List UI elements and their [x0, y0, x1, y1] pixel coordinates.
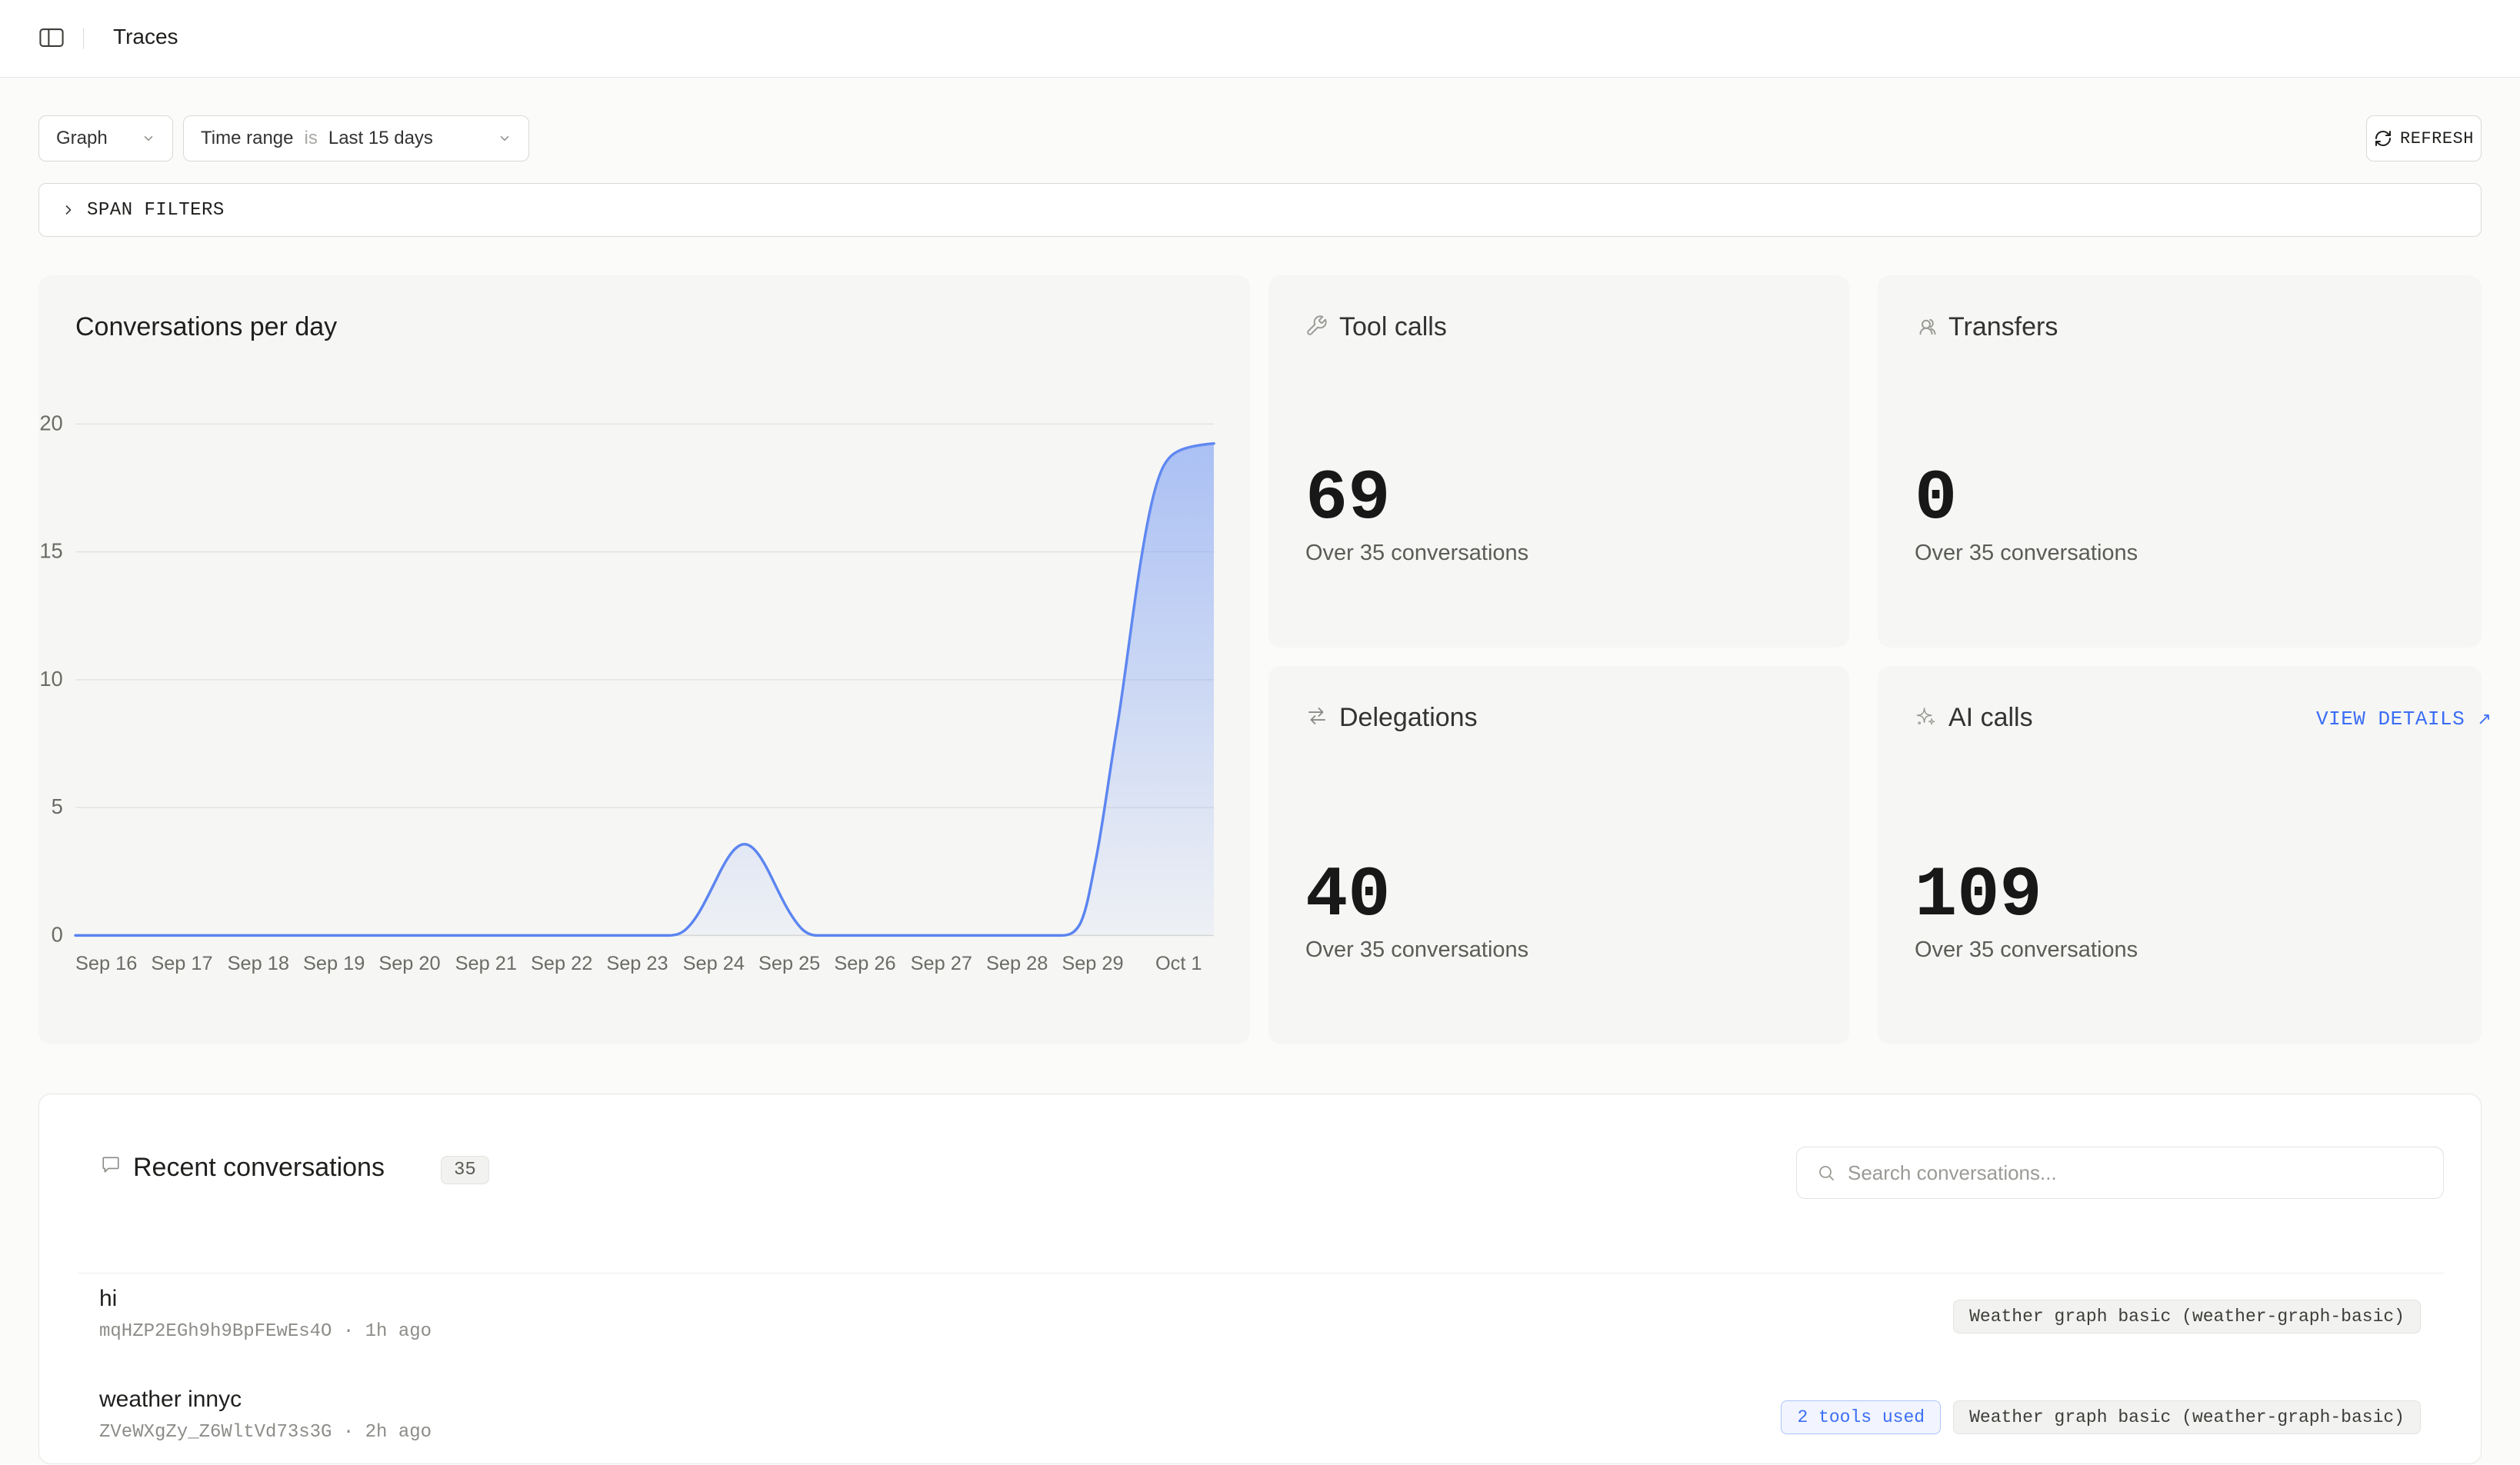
svg-text:Sep 20: Sep 20 [378, 953, 440, 974]
svg-text:Sep 26: Sep 26 [834, 953, 895, 974]
svg-text:Sep 17: Sep 17 [151, 953, 212, 974]
svg-text:15: 15 [39, 539, 62, 563]
svg-text:Sep 25: Sep 25 [758, 953, 820, 974]
svg-text:Oct 1: Oct 1 [1155, 953, 1202, 974]
svg-text:Sep 18: Sep 18 [228, 953, 289, 974]
svg-text:Sep 19: Sep 19 [303, 953, 365, 974]
svg-text:Sep 24: Sep 24 [683, 953, 745, 974]
svg-text:Sep 27: Sep 27 [911, 953, 972, 974]
svg-text:Sep 22: Sep 22 [531, 953, 592, 974]
svg-text:Sep 29: Sep 29 [1062, 953, 1123, 974]
svg-text:20: 20 [39, 411, 62, 435]
svg-text:10: 10 [39, 667, 62, 691]
svg-text:Sep 23: Sep 23 [606, 953, 668, 974]
svg-text:5: 5 [52, 794, 63, 818]
svg-text:Sep 28: Sep 28 [986, 953, 1048, 974]
svg-text:Sep 16: Sep 16 [75, 953, 137, 974]
svg-text:Sep 21: Sep 21 [455, 953, 517, 974]
svg-text:0: 0 [52, 922, 63, 946]
